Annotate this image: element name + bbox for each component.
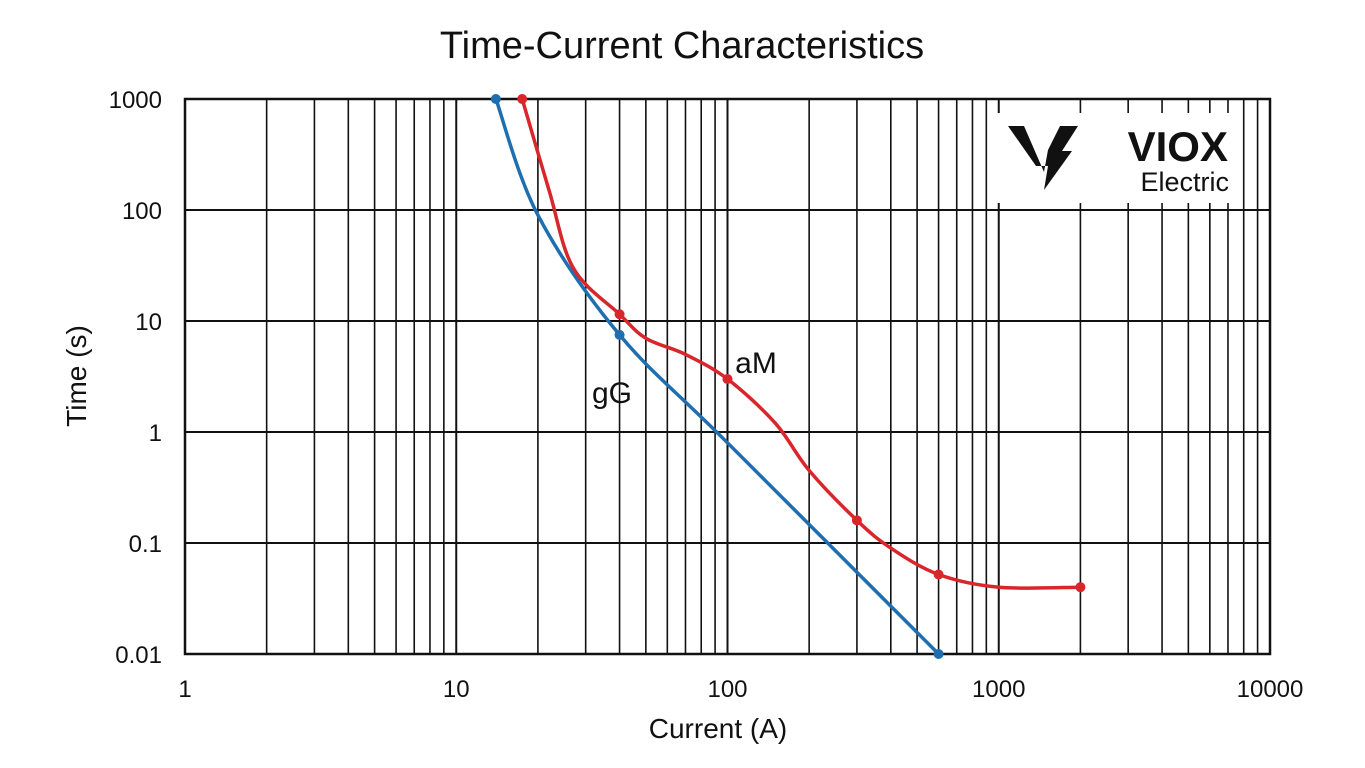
data-point-aM: [933, 569, 944, 580]
series-line-gG: [494, 97, 941, 656]
x-tick-label: 10000: [1237, 676, 1304, 703]
x-tick-label: 100: [707, 676, 747, 703]
y-tick-label: 1: [149, 420, 162, 447]
data-point-gG: [614, 329, 625, 340]
data-point-gG: [933, 649, 944, 659]
series: [490, 94, 1086, 659]
x-tick-label: 1000: [972, 676, 1025, 703]
data-point-gG: [490, 94, 501, 104]
logo-lightning-icon: [1008, 126, 1078, 190]
x-axis-tick-labels: 1 10 100 1000 10000: [178, 676, 1303, 703]
data-point-aM: [722, 374, 733, 385]
y-tick-label: 10: [135, 309, 162, 336]
y-tick-label: 0.1: [129, 531, 162, 558]
data-point-aM: [1075, 582, 1086, 593]
x-axis-label: Current (A): [649, 713, 787, 744]
logo-name: VIOX: [1128, 123, 1228, 170]
chart-title: Time-Current Characteristics: [440, 25, 924, 67]
y-tick-label: 0.01: [115, 642, 162, 669]
y-axis-label: Time (s): [61, 325, 92, 427]
series-label-aM: aM: [735, 347, 777, 380]
data-point-aM: [851, 515, 862, 526]
data-point-aM: [614, 309, 625, 320]
x-tick-label: 1: [178, 676, 191, 703]
y-tick-label: 1000: [109, 87, 162, 114]
plot-frame: [183, 97, 1272, 656]
series-label-gG: gG: [592, 377, 632, 410]
logo-subtitle: Electric: [1140, 167, 1229, 197]
y-tick-label: 100: [122, 198, 162, 225]
data-point-aM: [517, 94, 528, 104]
logo: VIOX Electric: [996, 113, 1242, 203]
x-tick-label: 10: [443, 676, 470, 703]
y-axis-tick-labels: 0.01 0.1 1 10 100 1000: [109, 87, 162, 669]
